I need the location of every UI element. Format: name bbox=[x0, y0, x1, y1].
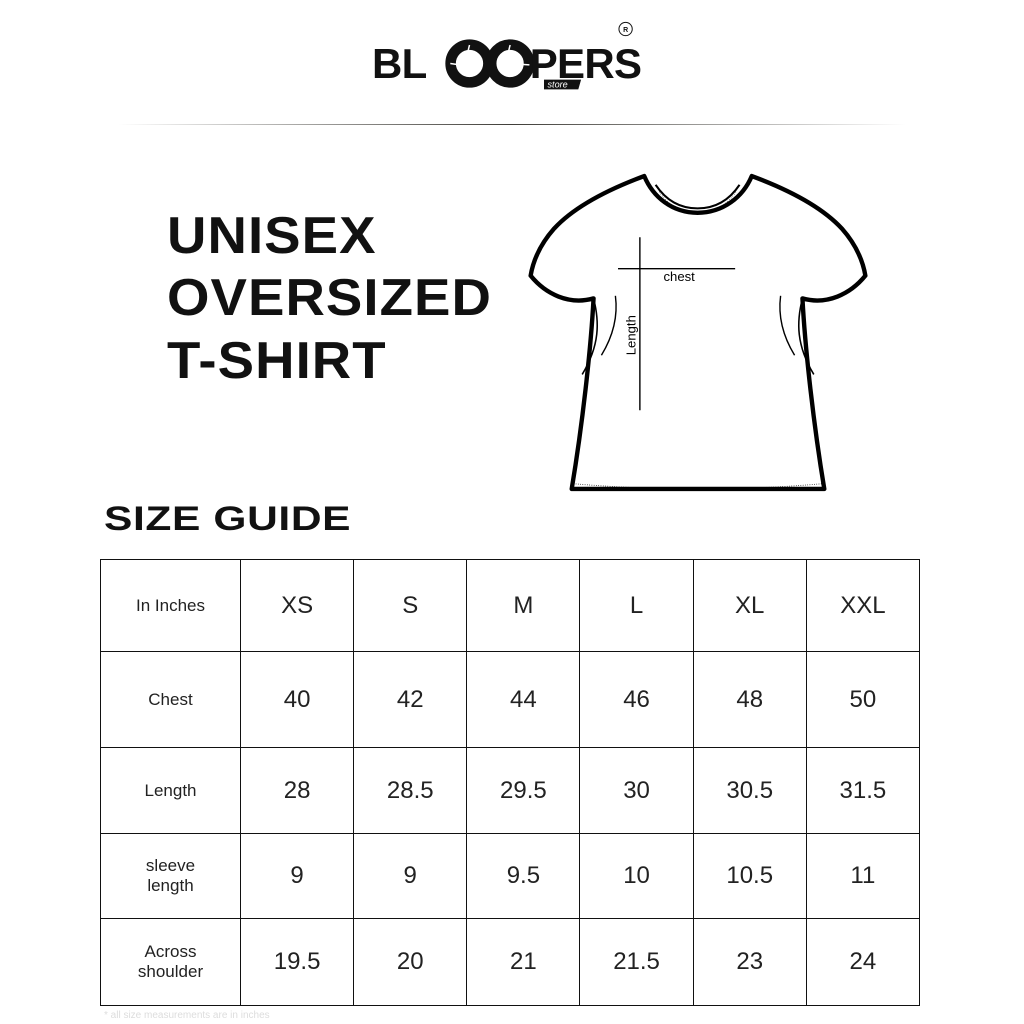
svg-text:chest: chest bbox=[663, 269, 695, 284]
svg-text:Length: Length bbox=[624, 315, 639, 355]
svg-text:R: R bbox=[623, 27, 628, 34]
svg-text:BL: BL bbox=[372, 40, 427, 87]
svg-text:store: store bbox=[548, 79, 568, 89]
